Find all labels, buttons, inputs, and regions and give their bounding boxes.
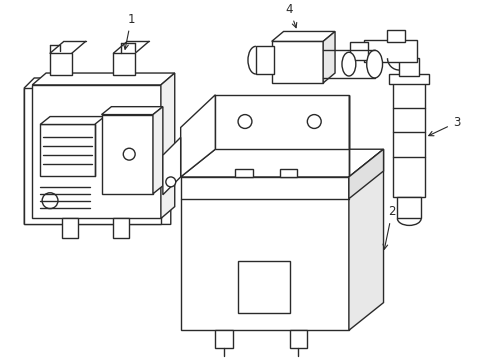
Bar <box>24 88 161 224</box>
Polygon shape <box>180 149 383 177</box>
Bar <box>271 41 323 83</box>
Polygon shape <box>161 73 174 219</box>
Bar <box>386 31 405 42</box>
Bar <box>235 169 252 177</box>
Bar <box>397 197 420 219</box>
Polygon shape <box>271 31 334 41</box>
Bar <box>180 177 348 330</box>
Text: 4: 4 <box>285 3 296 28</box>
Circle shape <box>238 114 251 129</box>
Bar <box>215 330 233 348</box>
Bar <box>363 40 416 62</box>
Bar <box>399 58 418 76</box>
Circle shape <box>165 177 175 187</box>
Text: 2: 2 <box>382 205 395 249</box>
Bar <box>349 42 367 60</box>
Polygon shape <box>40 117 104 125</box>
Bar <box>50 53 72 75</box>
Bar <box>279 169 297 177</box>
Bar <box>238 261 289 312</box>
Polygon shape <box>348 149 383 199</box>
Polygon shape <box>323 31 334 83</box>
Polygon shape <box>102 107 163 114</box>
Circle shape <box>123 148 135 160</box>
Ellipse shape <box>366 50 382 78</box>
Polygon shape <box>180 95 215 177</box>
Circle shape <box>307 114 321 129</box>
Polygon shape <box>348 149 383 330</box>
Polygon shape <box>215 95 348 149</box>
Polygon shape <box>32 73 174 85</box>
Bar <box>113 53 135 75</box>
Text: 1: 1 <box>123 13 135 49</box>
Ellipse shape <box>341 52 355 76</box>
Polygon shape <box>24 78 170 224</box>
Circle shape <box>42 193 58 208</box>
Bar <box>388 74 428 84</box>
Bar <box>62 219 78 238</box>
Bar <box>113 219 129 238</box>
Bar <box>40 125 94 176</box>
Bar <box>289 330 307 348</box>
Bar <box>102 114 153 194</box>
Bar <box>255 46 273 74</box>
Polygon shape <box>153 107 163 194</box>
Bar <box>393 78 424 197</box>
Polygon shape <box>163 138 180 195</box>
Text: 3: 3 <box>428 116 459 136</box>
Bar <box>32 85 161 219</box>
